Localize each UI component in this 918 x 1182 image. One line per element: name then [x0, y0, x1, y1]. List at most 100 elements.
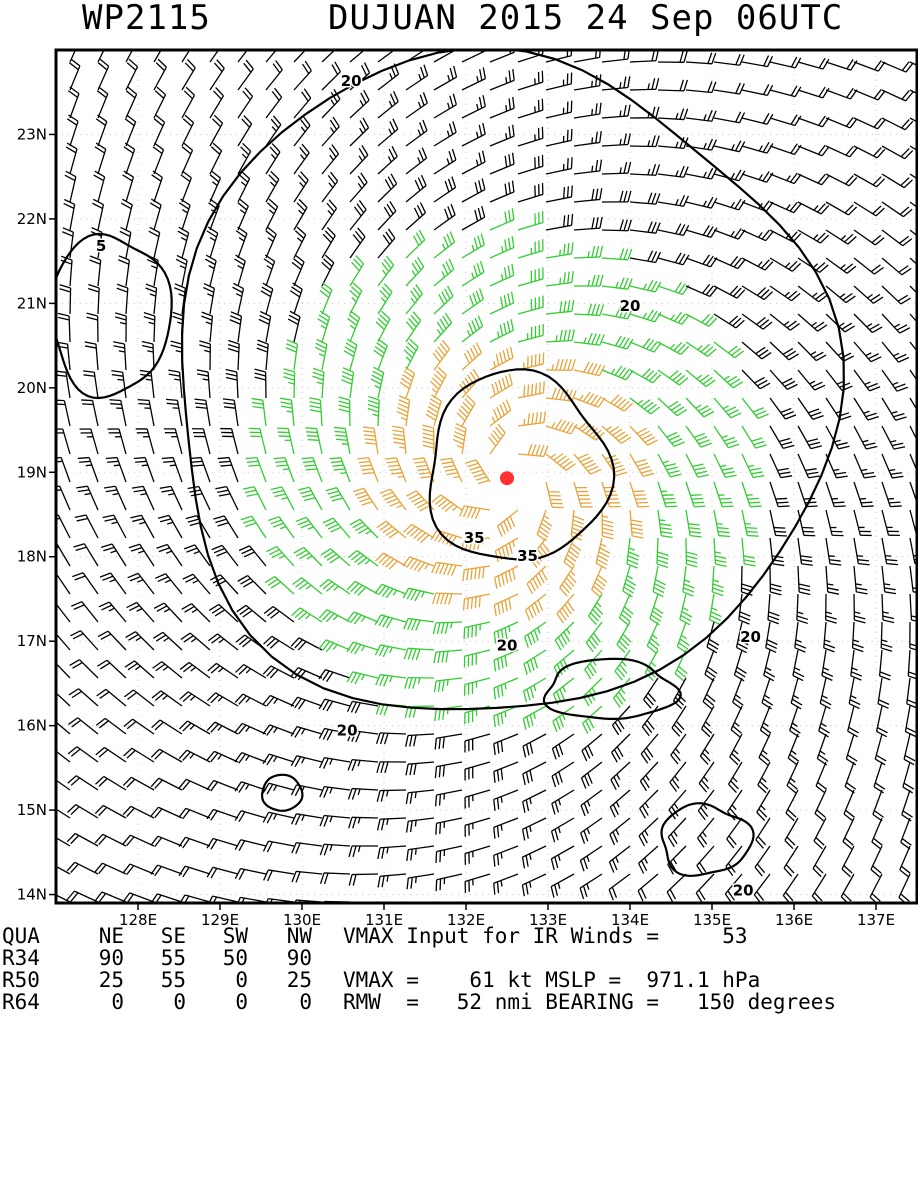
wind-barb — [296, 517, 322, 538]
wind-barb — [436, 874, 462, 891]
wind-barb — [326, 488, 350, 510]
wind-barb — [686, 510, 702, 537]
wind-barb — [630, 251, 660, 263]
wind-barb — [182, 115, 194, 146]
wind-barb — [851, 650, 862, 680]
wind-barb — [490, 264, 514, 286]
wind-barb — [406, 230, 425, 258]
wind-barb — [812, 874, 826, 904]
wind-barb — [433, 593, 462, 604]
wind-barb — [465, 846, 490, 865]
wind-barb — [686, 110, 716, 121]
wind-barb — [252, 399, 266, 426]
wind-barb — [123, 864, 154, 875]
wind-barb — [574, 304, 604, 315]
wind-barb — [350, 35, 370, 62]
wind-barb — [371, 367, 384, 398]
wind-barb — [742, 286, 772, 300]
wind-barb — [434, 177, 456, 202]
wind-barb — [130, 515, 154, 538]
wind-barb — [580, 874, 602, 899]
wind-barb — [238, 116, 252, 146]
wind-barb — [353, 488, 378, 510]
wind-barb — [903, 762, 914, 793]
wind-barb — [882, 118, 913, 130]
cell-sw: 0 — [188, 968, 248, 992]
wind-barb — [826, 202, 857, 215]
wind-barb — [658, 370, 688, 385]
wind-barb — [378, 174, 397, 202]
wind-barb — [108, 429, 126, 454]
wind-barb — [546, 186, 572, 202]
wind-barb — [826, 370, 853, 390]
wind-barb — [350, 256, 364, 286]
wind-barb — [755, 846, 770, 876]
wind-barb — [574, 46, 601, 62]
wind-barb — [142, 341, 154, 370]
contour-label: 35 — [517, 547, 538, 565]
wind-barb — [798, 370, 825, 390]
wind-barb — [798, 145, 829, 156]
wind-barb — [238, 60, 253, 90]
wind-barb — [344, 339, 357, 370]
wind-barb — [182, 32, 196, 62]
wind-barb — [207, 810, 238, 821]
wind-barb — [290, 283, 302, 314]
wind-barb — [714, 482, 734, 507]
wind-barb — [149, 227, 160, 258]
wind-barb — [266, 199, 278, 230]
wind-barb — [64, 200, 75, 230]
wind-barb — [602, 510, 613, 539]
wind-barb — [208, 634, 238, 650]
wind-barb — [179, 750, 210, 762]
wind-barb — [462, 288, 483, 314]
wind-barb — [582, 734, 602, 761]
contour-label: 20 — [337, 722, 358, 740]
wind-barb — [798, 454, 820, 478]
wind-barb — [126, 59, 137, 90]
wind-barb — [182, 87, 194, 118]
wind-barb — [51, 429, 70, 454]
wind-barb — [612, 706, 630, 735]
wind-barb — [574, 482, 593, 507]
wind-barb — [658, 312, 689, 324]
wind-barb — [152, 720, 182, 734]
wind-barb — [406, 92, 427, 118]
wind-barb — [291, 785, 322, 796]
wind-barb — [490, 374, 512, 398]
wind-barb — [854, 594, 865, 623]
wind-barb — [574, 188, 602, 202]
wind-barb — [826, 538, 841, 565]
wind-barb — [798, 87, 829, 98]
y-tick-label: 18N — [17, 548, 47, 566]
wind-barb — [798, 174, 829, 185]
wind-barb — [686, 426, 712, 447]
wind-barb — [854, 426, 877, 449]
wind-barb — [235, 869, 266, 880]
wind-barb — [742, 342, 771, 359]
wind-barb — [518, 381, 544, 398]
wind-barb — [844, 790, 855, 821]
wind-barb — [882, 342, 909, 362]
wind-barb — [552, 762, 574, 787]
wind-barb — [203, 284, 214, 314]
wind-barb — [641, 734, 658, 763]
wind-barb — [292, 578, 322, 594]
wind-barb — [176, 255, 187, 286]
wind-barb — [854, 230, 884, 245]
cell-nw: 90 — [252, 946, 312, 970]
wind-barb — [630, 78, 659, 90]
wind-barb — [770, 258, 801, 271]
wind-barb — [854, 202, 884, 216]
contour-label: 35 — [464, 529, 485, 547]
wind-barb — [854, 174, 885, 187]
wind-barb — [48, 486, 70, 510]
wind-barb — [377, 521, 406, 538]
wind-barb — [714, 538, 727, 566]
wind-barb — [348, 311, 360, 342]
wind-barb — [292, 871, 322, 882]
wind-barb — [826, 314, 855, 332]
wind-barb — [766, 622, 778, 652]
wind-barb — [183, 574, 210, 594]
wind-barb — [639, 846, 658, 873]
